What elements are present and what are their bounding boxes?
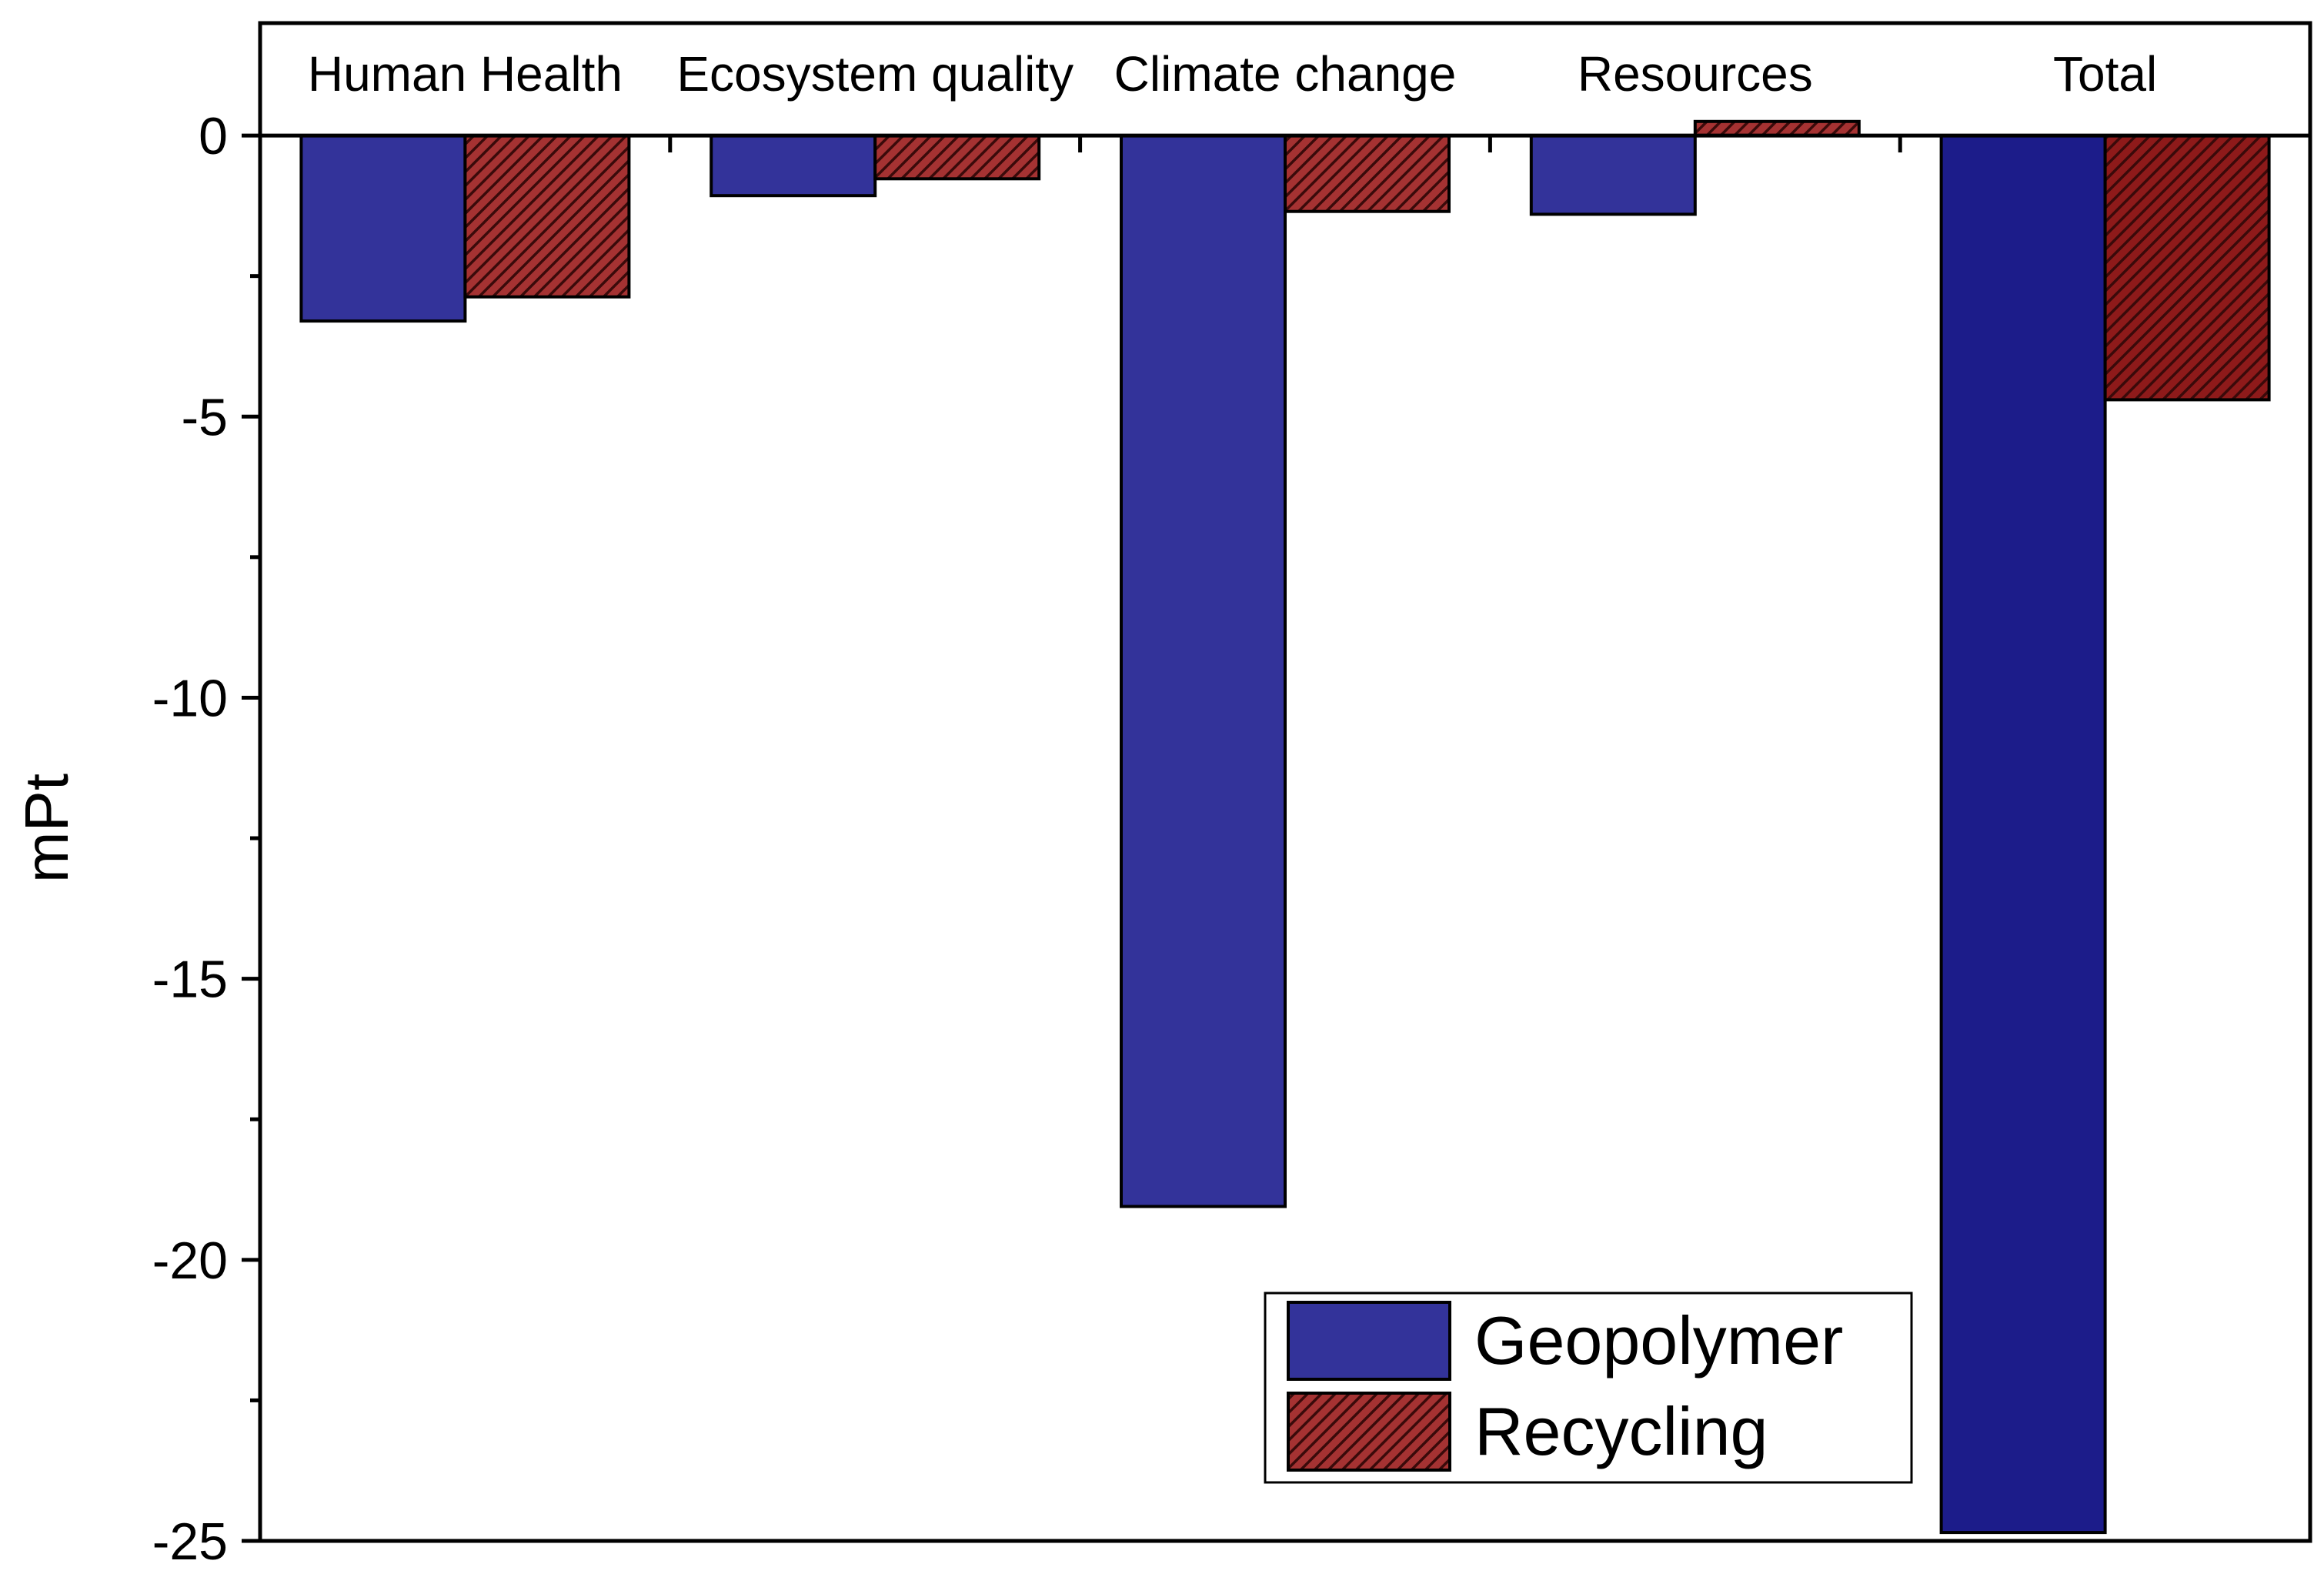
y-tick-label: -20 [152, 1231, 228, 1290]
axes-layer [242, 21, 2312, 1543]
legend-label-recycling: Recycling [1474, 1393, 1768, 1469]
category-label: Resources [1578, 46, 1813, 102]
y-tick-label: -10 [152, 669, 228, 727]
bar-recycling-total [2103, 134, 2271, 402]
y-tick-label: -25 [152, 1512, 228, 1570]
category-label: Total [2053, 46, 2157, 102]
legend-label-geopolymer: Geopolymer [1474, 1302, 1843, 1379]
bar-recycling-climate-change [1284, 134, 1451, 213]
y-tick-label: 0 [199, 107, 228, 165]
category-label: Ecosystem quality [676, 46, 1074, 102]
legend-swatch-recycling [1287, 1392, 1451, 1472]
bar-geopolymer-climate-change [1120, 134, 1287, 1208]
y-tick-label: -5 [182, 388, 228, 446]
bar-geopolymer-total [1939, 134, 2107, 1535]
bar-recycling-resources [1693, 119, 1861, 138]
bar-geopolymer-human-health [299, 134, 467, 323]
labels-layer: 0 -5 -10 -15 -20 -25 Human Health Ecosystem qua… [12, 46, 2157, 1571]
category-label: Climate change [1114, 46, 1457, 102]
bar-geopolymer-ecosystem-quality [710, 134, 877, 198]
legend: Geopolymer Recycling [1264, 1292, 1913, 1484]
y-axis-title: mPt [12, 774, 81, 883]
legend-swatch-geopolymer [1287, 1301, 1451, 1381]
bar-recycling-ecosystem-quality [873, 134, 1041, 181]
category-label: Human Health [308, 46, 623, 102]
bar-geopolymer-resources [1529, 134, 1697, 216]
y-tick-label: -15 [152, 951, 228, 1009]
bar-recycling-human-health [463, 134, 631, 299]
plot-frame [258, 21, 2312, 1543]
